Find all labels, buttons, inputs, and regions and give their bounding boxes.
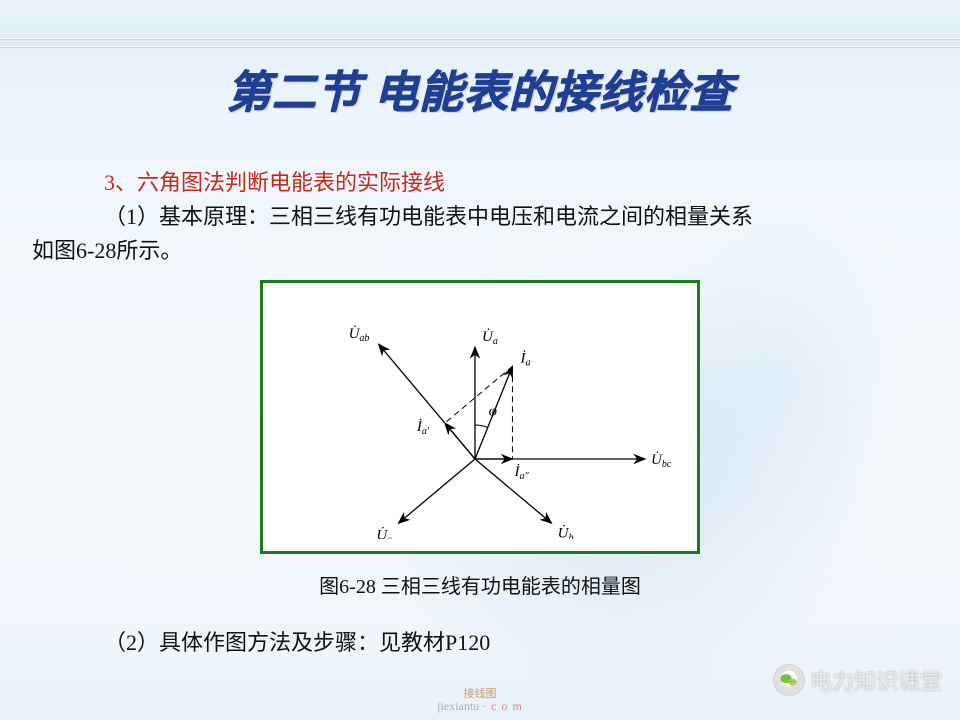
svg-text:U̇a: U̇a [482,329,498,347]
svg-text:U̇bc: U̇bc [651,452,672,470]
phasor-diagram: U̇ab U̇a İa U̇bc U̇b U̇c İa″ İa′ φ [260,280,700,554]
body-line-1: （1）基本原理：三相三线有功电能表中电压和电流之间的相量关系 [32,200,928,234]
wechat-icon [774,665,804,695]
decor-stripe [0,38,960,40]
decor-stripe [0,46,960,48]
heading-3: 3、六角图法判断电能表的实际接线 [32,166,928,200]
svg-text:İa′: İa′ [416,419,430,437]
slide-body: 3、六角图法判断电能表的实际接线 （1）基本原理：三相三线有功电能表中电压和电流… [32,166,928,660]
svg-text:U̇c: U̇c [376,527,392,539]
svg-text:İa″: İa″ [513,464,529,482]
slide-title: 第二节 电能表的接线检查 [0,56,960,120]
figure-caption: 图6-28 三相三线有功电能表的相量图 [32,570,928,604]
watermark-site: 接线图 jiexiantu · c o m [437,687,523,712]
body-line-2: 如图6-28所示。 [32,234,928,268]
svg-text:φ: φ [489,404,497,420]
watermark-channel: 电力知识课堂 [774,664,942,696]
svg-text:U̇ab: U̇ab [349,326,370,344]
step-2: （2）具体作图方法及步骤：见教材P120 [32,626,928,660]
svg-text:İa: İa [519,350,530,368]
phasor-svg: U̇ab U̇a İa U̇bc U̇b U̇c İa″ İa′ φ [265,289,695,539]
watermark-text: 电力知识课堂 [810,664,942,696]
svg-text:U̇b: U̇b [558,525,574,539]
